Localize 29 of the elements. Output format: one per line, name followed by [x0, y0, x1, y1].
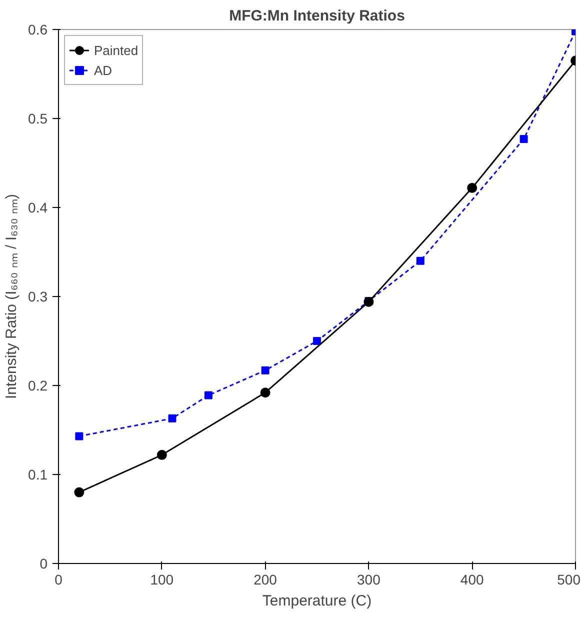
y-tick-label: 0.5 [28, 110, 48, 126]
point [416, 256, 424, 265]
x-tick-label: 0 [54, 572, 63, 588]
y-tick-label: 0 [40, 556, 48, 572]
y-tick-label: 0.3 [28, 288, 48, 304]
point [74, 487, 84, 498]
point [204, 391, 212, 400]
x-tick-label: 200 [254, 572, 278, 588]
y-tick-label: 0.2 [28, 378, 48, 394]
legend-label: Painted [94, 42, 138, 58]
legend-label: AD [94, 62, 114, 78]
x-tick-label: 400 [460, 572, 484, 588]
y-tick-label: 0.6 [28, 22, 48, 38]
y-axis-title: Intensity Ratio (I₆₆₀ ₙₘ / I₆₃₀ ₙₘ) [3, 194, 20, 400]
x-axis-title: Temperature (C) [262, 592, 372, 610]
point [467, 182, 478, 193]
chart-title: MFG:Mn Intensity Ratios [229, 8, 405, 24]
x-tick-label: 500 [557, 572, 581, 588]
point [168, 414, 176, 422]
point [75, 432, 84, 440]
point [313, 337, 321, 345]
x-tick-label: 300 [357, 572, 381, 588]
x-tick-label: 100 [150, 572, 174, 588]
point [156, 450, 167, 460]
point [260, 388, 270, 398]
y-tick-label: 0.4 [28, 200, 48, 216]
point [261, 366, 270, 374]
point [520, 134, 528, 143]
y-tick-label: 0.1 [28, 466, 48, 482]
